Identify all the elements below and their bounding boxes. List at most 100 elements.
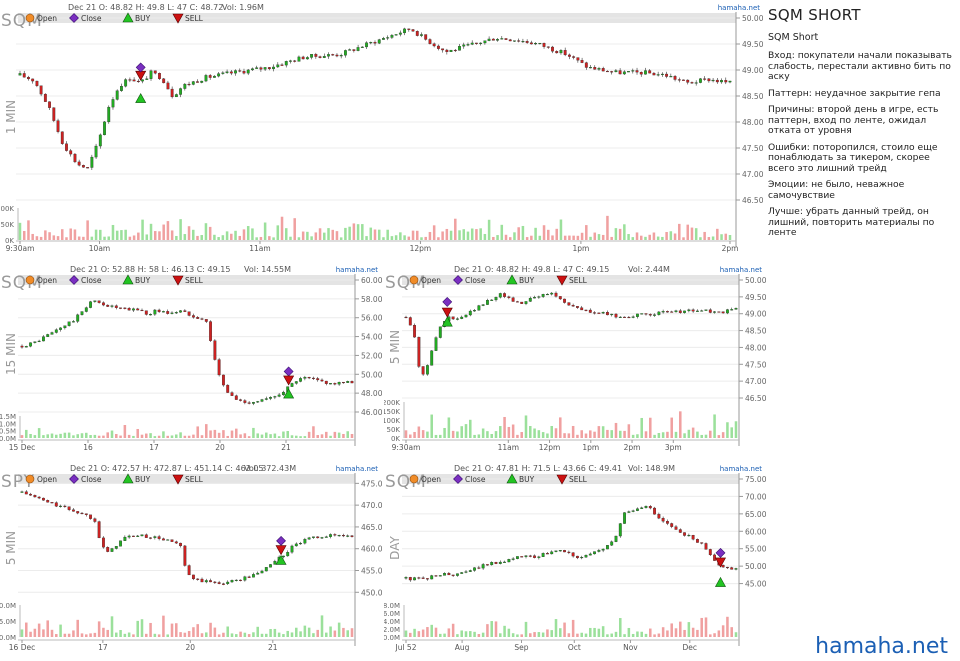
candle-body <box>200 318 204 320</box>
x-tick-label: 17 <box>98 643 108 652</box>
legend-buy-label: BUY <box>135 475 151 484</box>
candle-body <box>204 75 208 82</box>
candle-body <box>584 555 588 558</box>
volume-bar <box>394 235 398 240</box>
candle-body <box>136 535 140 537</box>
candle-body <box>293 60 297 62</box>
candle-body <box>670 311 674 313</box>
candle-body <box>445 49 449 53</box>
candle-body <box>69 150 73 155</box>
candle-body <box>426 578 429 580</box>
volume-bar <box>640 417 643 438</box>
volume-bar <box>428 231 432 240</box>
volume-bar <box>153 633 157 637</box>
volume-bar <box>33 628 37 637</box>
candle-body <box>196 81 199 83</box>
volume-bar <box>102 627 105 637</box>
candle-body <box>652 72 656 76</box>
y-tick-label: 49.00 <box>742 66 764 75</box>
x-tick-label: 2pm <box>722 244 739 253</box>
close-marker <box>453 474 463 484</box>
volume-bar <box>473 434 476 438</box>
volume-bar <box>361 224 364 240</box>
volume-bar <box>554 428 558 438</box>
timeframe-label: 5 MIN <box>388 330 402 364</box>
volume-bar <box>234 230 237 240</box>
candle-body <box>72 509 75 512</box>
candle-body <box>93 300 97 302</box>
volume-bar <box>93 434 97 438</box>
candle-body <box>503 561 506 563</box>
volume-bar <box>225 231 229 240</box>
y-tick-label: 475.00 <box>361 479 382 488</box>
volume-bar <box>614 631 618 637</box>
candle-body <box>550 292 554 295</box>
y-tick-label: 52.00 <box>361 351 382 360</box>
volume-bar <box>303 436 307 438</box>
volume-bar <box>46 620 49 637</box>
candle-body <box>673 76 677 80</box>
y-tick-label: 56.00 <box>361 314 382 323</box>
candle-body <box>460 316 464 319</box>
volume-bar <box>674 431 678 438</box>
candle-body <box>687 535 691 537</box>
volume-bar <box>618 228 622 240</box>
volume-bar <box>541 432 545 438</box>
candle-body <box>669 76 673 78</box>
volume-bar <box>713 414 716 438</box>
candle-body <box>187 565 191 576</box>
candle-body <box>597 312 601 314</box>
volume-info: Vol: 148.9M <box>628 464 675 473</box>
candle-body <box>29 493 32 496</box>
volume-bar <box>141 219 144 240</box>
volume-bar <box>511 424 515 438</box>
candle-body <box>394 34 398 36</box>
candle-body <box>447 573 451 576</box>
volume-tick-label: 8.0M <box>384 602 400 610</box>
candle-body <box>305 57 309 60</box>
volume-bar <box>85 432 88 438</box>
volume-bar <box>554 619 558 637</box>
volume-bar <box>447 417 451 438</box>
volume-bar <box>538 235 542 240</box>
volume-bar <box>132 435 135 438</box>
volume-bar <box>496 235 499 240</box>
candle-body <box>114 305 118 308</box>
volume-bar <box>196 235 199 240</box>
candle-body <box>192 574 195 580</box>
candle-body <box>614 313 618 318</box>
volume-bar <box>524 415 528 438</box>
legend-open-label: Open <box>37 276 57 285</box>
candle-body <box>477 305 481 311</box>
candle-body <box>65 143 68 151</box>
volume-bar <box>679 411 682 438</box>
candle-body <box>226 384 230 393</box>
y-tick-label: 50.00 <box>745 562 766 571</box>
volume-bar <box>447 628 451 637</box>
volume-bar <box>606 215 609 240</box>
volume-bar <box>157 634 161 637</box>
volume-bar <box>734 421 738 438</box>
candle-body <box>420 34 423 36</box>
volume-bar <box>307 431 311 438</box>
volume-bar <box>537 430 541 438</box>
ohlc-info: Dec 21 O: 48.82 H: 49.8 L: 47 C: 48.72 <box>68 3 223 12</box>
candle-body <box>230 580 234 583</box>
volume-bar <box>507 426 511 438</box>
candle-body <box>329 383 332 385</box>
volume-bar <box>335 231 339 240</box>
volume-bar <box>145 633 148 637</box>
candle-body <box>67 321 71 326</box>
volume-bar <box>652 232 656 240</box>
candle-body <box>610 71 614 73</box>
candle-body <box>622 71 626 75</box>
volume-bar <box>107 236 111 240</box>
candle-body <box>666 311 669 313</box>
volume-bar <box>687 429 691 438</box>
candle-body <box>42 497 45 501</box>
volume-bar <box>72 630 75 637</box>
volume-bar <box>331 229 334 240</box>
volume-bar <box>76 619 79 637</box>
volume-bar <box>728 235 732 240</box>
candle-body <box>644 313 648 315</box>
